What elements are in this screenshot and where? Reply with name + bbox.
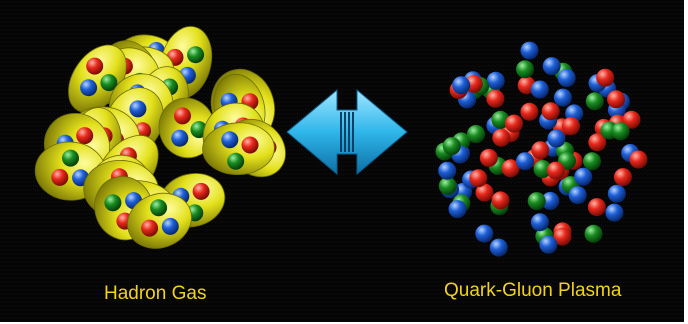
free-quark (568, 186, 587, 205)
free-quark (622, 110, 641, 129)
free-quark (583, 152, 601, 171)
free-quark (505, 114, 523, 133)
quark-dot (241, 136, 259, 154)
free-quark (541, 102, 560, 121)
quark-dot (62, 149, 79, 167)
quark-dot (141, 219, 159, 237)
free-quark (448, 200, 467, 219)
free-quark (546, 161, 565, 180)
free-quark (539, 235, 558, 254)
free-quark (531, 141, 550, 160)
quark-cloud-icon (435, 41, 648, 257)
free-quark (557, 69, 576, 87)
free-quark (607, 90, 626, 109)
free-quark (553, 227, 572, 246)
free-quark (585, 92, 604, 111)
quark-dot (161, 217, 179, 235)
quark-dot (86, 57, 104, 75)
free-quark (475, 183, 494, 202)
free-quark (530, 213, 549, 232)
free-quark (530, 80, 549, 99)
free-quark (553, 88, 572, 107)
free-quark (533, 160, 552, 178)
quark-dot (192, 182, 210, 200)
free-quark (520, 102, 539, 121)
quark-dot (174, 107, 191, 125)
free-quark (467, 125, 485, 143)
free-quark (605, 203, 624, 222)
free-quark (475, 224, 494, 243)
free-quark (452, 76, 471, 95)
quark-dot (227, 152, 245, 170)
free-quark (574, 167, 593, 186)
quark-dot (171, 129, 189, 147)
quark-dot (129, 100, 147, 118)
free-quark (588, 133, 607, 152)
free-quark (607, 184, 626, 203)
hadron-gas-label: Hadron Gas (104, 283, 207, 304)
quark-dot (187, 46, 205, 64)
free-quark (613, 168, 632, 187)
free-quark (442, 137, 461, 156)
free-quark (486, 89, 505, 108)
free-quark (501, 159, 520, 178)
free-quark (491, 110, 510, 129)
free-quark (486, 71, 505, 90)
hadron-particle (127, 192, 192, 249)
hadron-cluster-icon (34, 26, 286, 249)
quark-gluon-plasma-label: Quark-Gluon Plasma (444, 280, 622, 301)
free-quark (542, 57, 561, 76)
quark-dot (51, 168, 69, 186)
free-quark (587, 198, 606, 217)
quark-dot (100, 74, 118, 92)
free-quark (491, 191, 510, 210)
free-quark (547, 129, 566, 148)
hadron-particle (158, 97, 216, 159)
free-quark (438, 161, 457, 180)
free-quark (611, 122, 630, 141)
free-quark (629, 150, 648, 169)
free-quark (489, 238, 508, 257)
free-quark (516, 60, 534, 79)
free-quark (492, 128, 511, 147)
quark-dot (80, 79, 98, 97)
free-quark (469, 169, 488, 188)
free-quark (562, 117, 580, 136)
quark-dot (150, 199, 168, 217)
free-quark (584, 224, 603, 243)
free-quark (516, 152, 534, 171)
free-quark (527, 192, 546, 211)
free-quark (438, 177, 457, 195)
hadron-particle (202, 122, 275, 176)
quark-dot (76, 127, 94, 145)
double-arrow-icon (286, 88, 408, 176)
quark-dot (221, 131, 239, 149)
free-quark (520, 41, 539, 60)
quark-dot (104, 194, 122, 212)
free-quark (596, 68, 615, 87)
free-quark (479, 148, 498, 167)
free-quark (541, 191, 560, 210)
